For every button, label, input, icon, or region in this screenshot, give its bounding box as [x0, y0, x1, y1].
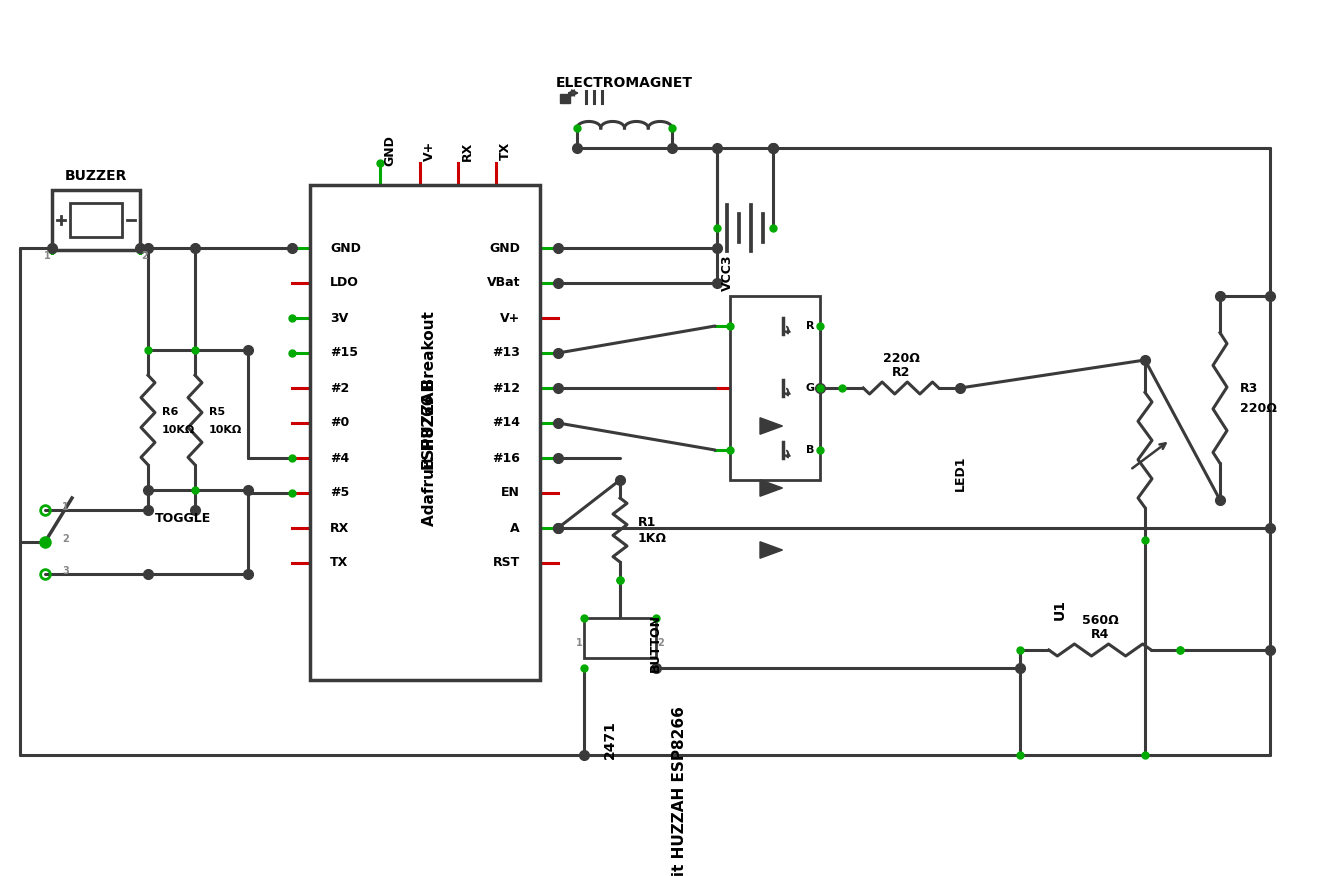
Text: R: R	[806, 321, 814, 331]
Text: TOGGLE: TOGGLE	[155, 512, 211, 525]
Text: BUZZER: BUZZER	[65, 169, 127, 183]
Text: R1: R1	[639, 515, 656, 528]
Text: 1KΩ: 1KΩ	[639, 532, 667, 545]
Text: BUTTON: BUTTON	[648, 614, 661, 672]
Bar	[560, 94, 570, 103]
Text: R6: R6	[162, 407, 179, 417]
Text: #2: #2	[330, 382, 349, 394]
Text: Adafruit HUZZAH ESP8266: Adafruit HUZZAH ESP8266	[672, 706, 688, 876]
Text: 220Ω: 220Ω	[1240, 401, 1277, 414]
Text: 2471: 2471	[603, 721, 617, 759]
Text: 2: 2	[657, 638, 664, 648]
Text: VBat: VBat	[486, 277, 520, 289]
Text: EN: EN	[501, 486, 520, 499]
Text: 2: 2	[142, 251, 148, 261]
Text: ESP8266 Breakout: ESP8266 Breakout	[422, 311, 437, 470]
Text: 1: 1	[44, 251, 51, 261]
Text: 10KΩ: 10KΩ	[208, 425, 242, 435]
Text: #14: #14	[492, 416, 520, 429]
Text: R4: R4	[1090, 627, 1109, 640]
Text: #15: #15	[330, 347, 358, 359]
Bar	[729, 296, 820, 480]
Text: V+: V+	[500, 312, 520, 324]
Text: B: B	[806, 445, 814, 455]
Text: ELECTROMAGNET: ELECTROMAGNET	[556, 76, 692, 90]
Text: RST: RST	[493, 556, 520, 569]
Bar	[69, 203, 122, 237]
Text: 1: 1	[576, 638, 582, 648]
Bar	[310, 185, 540, 680]
Text: 10KΩ: 10KΩ	[162, 425, 195, 435]
Text: R3: R3	[1240, 382, 1259, 394]
Text: #0: #0	[330, 416, 349, 429]
Text: V+: V+	[424, 141, 436, 161]
Text: R2: R2	[892, 365, 910, 378]
Text: LDO: LDO	[330, 277, 359, 289]
Text: GND: GND	[489, 242, 520, 255]
Text: 3V: 3V	[330, 312, 349, 324]
Text: 2: 2	[61, 534, 68, 544]
Text: VCC3: VCC3	[720, 255, 733, 291]
Text: #5: #5	[330, 486, 349, 499]
Text: GND: GND	[383, 136, 395, 166]
Text: TX: TX	[330, 556, 349, 569]
Text: R5: R5	[208, 407, 226, 417]
Text: #13: #13	[492, 347, 520, 359]
Text: Adafruit HUZZAH: Adafruit HUZZAH	[422, 379, 437, 526]
Text: RX: RX	[330, 521, 349, 534]
Text: 3: 3	[61, 566, 68, 576]
Text: A: A	[510, 521, 520, 534]
Text: #16: #16	[492, 451, 520, 464]
Polygon shape	[760, 541, 783, 558]
Text: GND: GND	[330, 242, 361, 255]
Text: 220Ω: 220Ω	[883, 351, 919, 364]
Text: U1: U1	[1053, 599, 1067, 620]
Text: 1: 1	[61, 502, 68, 512]
Text: TX: TX	[500, 142, 512, 160]
Bar	[52, 190, 140, 250]
Text: 560Ω: 560Ω	[1082, 613, 1118, 626]
Bar	[584, 618, 656, 658]
Polygon shape	[760, 480, 783, 496]
Text: LED1: LED1	[954, 456, 966, 491]
Text: RX: RX	[461, 141, 474, 160]
Text: #4: #4	[330, 451, 349, 464]
Text: G: G	[806, 383, 815, 393]
Polygon shape	[760, 418, 783, 434]
Text: #12: #12	[492, 382, 520, 394]
